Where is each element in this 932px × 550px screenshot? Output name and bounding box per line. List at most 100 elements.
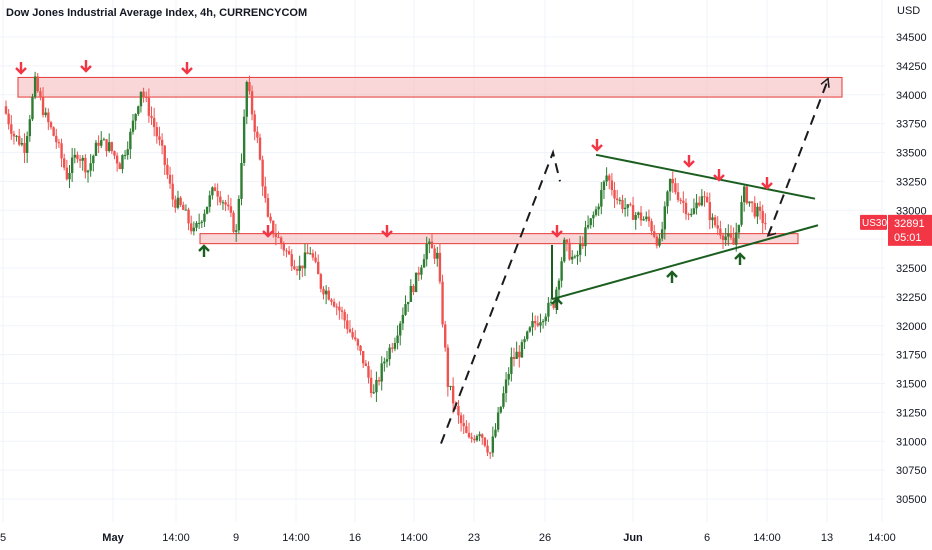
candle-body: [441, 281, 444, 325]
candle-body: [536, 323, 540, 326]
candle-body: [504, 379, 508, 394]
candle-body: [486, 445, 489, 453]
candle-body: [597, 206, 600, 210]
candle-body: [68, 173, 71, 180]
candle-body: [737, 224, 741, 233]
candle-body: [107, 142, 111, 152]
down-arrow-head: [683, 160, 695, 168]
candle-body: [4, 106, 8, 114]
candle-body: [47, 112, 50, 123]
candle-body: [674, 183, 677, 193]
candle-body: [76, 154, 79, 160]
candle-body: [623, 207, 627, 210]
candle-body: [73, 154, 76, 158]
chart-title: Dow Jones Industrial Average Index, 4h, …: [6, 7, 308, 19]
candle-body: [372, 392, 375, 394]
candle-body: [234, 230, 238, 232]
candle-body: [478, 434, 481, 437]
candle-body: [494, 429, 497, 437]
symbol-label: US30: [862, 218, 887, 229]
x-tick-label: 14:00: [282, 532, 310, 544]
candle-body: [531, 320, 534, 328]
candle-body: [31, 96, 34, 120]
candle-body: [578, 244, 582, 255]
candle-body: [224, 202, 227, 205]
candle-body: [404, 304, 407, 315]
y-tick-label: 33750: [896, 119, 927, 131]
candle-body: [425, 244, 428, 260]
candle-body: [735, 232, 738, 245]
candle-body: [539, 322, 542, 326]
candle-body: [549, 301, 553, 303]
candle-body: [401, 314, 405, 324]
candle-body: [642, 219, 645, 221]
candle-body: [650, 221, 653, 232]
candle-body: [393, 342, 397, 349]
candle-body: [150, 115, 153, 118]
candle-body: [475, 436, 479, 441]
x-tick-label: 23: [468, 532, 480, 544]
candle-body: [459, 415, 463, 424]
down-arrow-head: [80, 65, 92, 73]
candle-body: [277, 236, 280, 238]
candle-body: [200, 221, 203, 223]
candle-body: [340, 310, 344, 312]
candle-body: [399, 323, 402, 336]
candle-body: [703, 196, 706, 198]
candle-body: [687, 214, 690, 216]
candle-body: [679, 199, 682, 201]
candle-body: [160, 139, 164, 146]
candle-body: [473, 438, 476, 441]
candle-body: [708, 202, 711, 221]
candle-body: [391, 347, 394, 349]
candle-body: [134, 114, 137, 121]
candle-body: [711, 217, 714, 221]
candle-body: [250, 91, 254, 115]
candle-body: [761, 210, 764, 224]
candle-body: [28, 119, 32, 137]
candle-body: [182, 204, 185, 210]
projection-left: [440, 149, 561, 444]
candle-body: [584, 227, 587, 247]
candle-body: [526, 331, 529, 340]
candle-body: [33, 76, 37, 97]
candle-body: [110, 142, 114, 152]
candle-body: [351, 332, 354, 338]
candle-body: [115, 155, 119, 164]
candle-body: [49, 122, 53, 128]
candle-body: [430, 241, 434, 249]
candle-body: [57, 142, 61, 144]
candle-body: [705, 196, 709, 203]
x-axis: 5 May 14:00 9 14:00 16 14:00 23 26 Jun 6 14:00 13 14:…: [0, 532, 896, 544]
y-axis-unit: USD: [897, 5, 920, 17]
candle-body: [417, 272, 420, 275]
candle-body: [192, 227, 196, 232]
y-axis: USD3450034250340003375033500332503300032…: [896, 5, 927, 506]
candle-body: [523, 339, 526, 343]
candle-body: [573, 256, 577, 258]
x-tick-label: Jun: [623, 532, 643, 544]
x-tick-label: 14:00: [868, 532, 896, 544]
candle-body: [274, 234, 278, 237]
candle-body: [232, 212, 235, 232]
candle-body: [409, 285, 413, 302]
candle-body: [354, 337, 357, 340]
candle-body: [131, 120, 135, 132]
candle-body: [237, 198, 241, 231]
x-tick-label: 14:00: [400, 532, 428, 544]
candle-body: [608, 175, 611, 181]
y-tick-label: 30750: [896, 465, 927, 477]
candle-body: [266, 198, 270, 217]
candle-body: [39, 91, 42, 97]
candle-body: [89, 163, 92, 171]
candle-body: [272, 220, 275, 235]
candle-body: [637, 212, 640, 215]
candle-body: [502, 393, 505, 407]
candle-body: [174, 199, 177, 208]
candle-body: [256, 131, 259, 138]
candle-body: [676, 192, 680, 200]
up-arrow-head: [734, 252, 746, 260]
candle-body: [671, 178, 674, 184]
candle-body: [152, 117, 156, 128]
